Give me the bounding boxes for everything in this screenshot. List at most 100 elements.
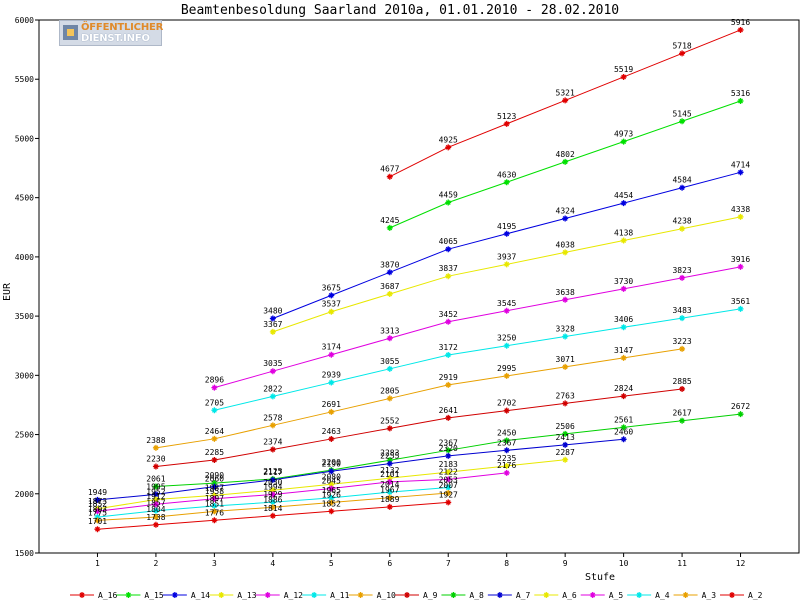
data-label: 2320 xyxy=(439,444,458,453)
data-label: 2995 xyxy=(497,364,516,373)
data-label: 2283 xyxy=(380,448,399,457)
legend-marker xyxy=(682,592,689,598)
legend-label: A_6 xyxy=(562,591,577,600)
data-label: 2122 xyxy=(439,467,458,476)
data-point xyxy=(328,499,335,506)
data-point xyxy=(328,435,335,442)
data-point xyxy=(679,50,686,57)
series-line xyxy=(214,308,741,411)
series-a-9: 2230 2285 2374 2463 2552 2641 2702 2763 2824 2885 xyxy=(146,377,692,470)
data-point xyxy=(445,199,452,206)
data-label: 4195 xyxy=(497,222,516,231)
data-point xyxy=(445,469,452,476)
data-label: 1995 xyxy=(146,482,165,491)
legend-label: A_10 xyxy=(377,591,396,600)
data-label: 3035 xyxy=(263,359,282,368)
data-point xyxy=(562,215,569,222)
data-point xyxy=(269,476,276,483)
legend-label: A_9 xyxy=(423,591,438,600)
data-label: 3675 xyxy=(322,283,341,292)
data-label: 1897 xyxy=(205,494,224,503)
logo-icon xyxy=(63,25,78,40)
data-point xyxy=(386,460,393,467)
data-label: 3638 xyxy=(556,288,575,297)
data-point xyxy=(620,138,627,145)
data-point xyxy=(503,230,510,237)
data-label: 4065 xyxy=(439,237,458,246)
x-axis-ticks: 1 2 3 4 5 6 7 8 9 10 11 12 xyxy=(95,553,746,568)
data-label: 3870 xyxy=(380,260,399,269)
data-point xyxy=(445,351,452,358)
data-label: 2939 xyxy=(322,371,341,380)
data-label: 2763 xyxy=(556,391,575,400)
data-point xyxy=(503,407,510,414)
data-point xyxy=(737,305,744,312)
legend-item: A_10 xyxy=(348,591,396,600)
series-a-10: 2388 2464 2578 2691 2805 2919 2995 3071 3147 3223 xyxy=(146,337,692,451)
data-point xyxy=(679,225,686,232)
data-label: 2460 xyxy=(614,427,633,436)
data-label: 3937 xyxy=(497,252,516,261)
data-point xyxy=(503,437,510,444)
data-point xyxy=(269,491,276,498)
data-point xyxy=(386,457,393,464)
data-point xyxy=(737,213,744,220)
data-label: 2617 xyxy=(672,409,691,418)
data-label: 4038 xyxy=(556,240,575,249)
data-label: 4338 xyxy=(731,205,750,214)
y-tick-label: 1500 xyxy=(15,549,34,558)
legend-marker xyxy=(264,592,271,598)
data-point xyxy=(445,246,452,253)
legend-marker xyxy=(450,592,457,598)
data-label: 1804 xyxy=(146,505,165,514)
series-line xyxy=(214,266,741,389)
data-label: 2007 xyxy=(439,481,458,490)
data-label: 1886 xyxy=(263,495,282,504)
x-tick-label: 7 xyxy=(446,559,451,568)
data-label: 5718 xyxy=(672,41,691,50)
data-point xyxy=(445,381,452,388)
data-point xyxy=(211,517,218,524)
y-tick-label: 6000 xyxy=(15,16,34,25)
data-point xyxy=(386,425,393,432)
legend-marker xyxy=(218,592,225,598)
data-label: 1851 xyxy=(205,499,224,508)
data-point xyxy=(269,393,276,400)
data-label: 4238 xyxy=(672,217,691,226)
data-label: 4138 xyxy=(614,229,633,238)
data-label: 1776 xyxy=(205,508,224,517)
legend-item: A_16 xyxy=(70,591,117,600)
data-label: 2132 xyxy=(380,466,399,475)
x-tick-label: 6 xyxy=(387,559,392,568)
series-a-4: 1803 1857 1897 1929 1965 2014 2053 xyxy=(88,476,458,521)
data-label: 5916 xyxy=(731,18,750,27)
data-point xyxy=(269,315,276,322)
data-label: 2824 xyxy=(614,384,633,393)
legend-item: A_4 xyxy=(627,591,670,600)
data-label: 3916 xyxy=(731,255,750,264)
legend-label: A_11 xyxy=(330,591,349,600)
data-label: 3172 xyxy=(439,343,458,352)
data-label: 3367 xyxy=(263,320,282,329)
data-label: 2388 xyxy=(146,436,165,445)
data-point xyxy=(269,487,276,494)
data-label: 3730 xyxy=(614,277,633,286)
data-label: 2641 xyxy=(439,406,458,415)
data-point xyxy=(737,98,744,105)
data-label: 3823 xyxy=(672,266,691,275)
x-tick-label: 12 xyxy=(736,559,746,568)
data-label: 2822 xyxy=(263,384,282,393)
data-point xyxy=(445,476,452,483)
data-point xyxy=(445,499,452,506)
data-point xyxy=(328,508,335,515)
data-point xyxy=(386,269,393,276)
data-point xyxy=(679,345,686,352)
series-line xyxy=(272,171,741,319)
data-label: 2919 xyxy=(439,373,458,382)
legend-marker xyxy=(79,592,85,598)
data-label: 4973 xyxy=(614,130,633,139)
legend-label: A_4 xyxy=(655,591,670,600)
series-a-3: 1775 1804 1851 1886 1926 1967 2007 xyxy=(88,481,458,524)
data-label: 5123 xyxy=(497,112,516,121)
data-point xyxy=(503,469,510,476)
